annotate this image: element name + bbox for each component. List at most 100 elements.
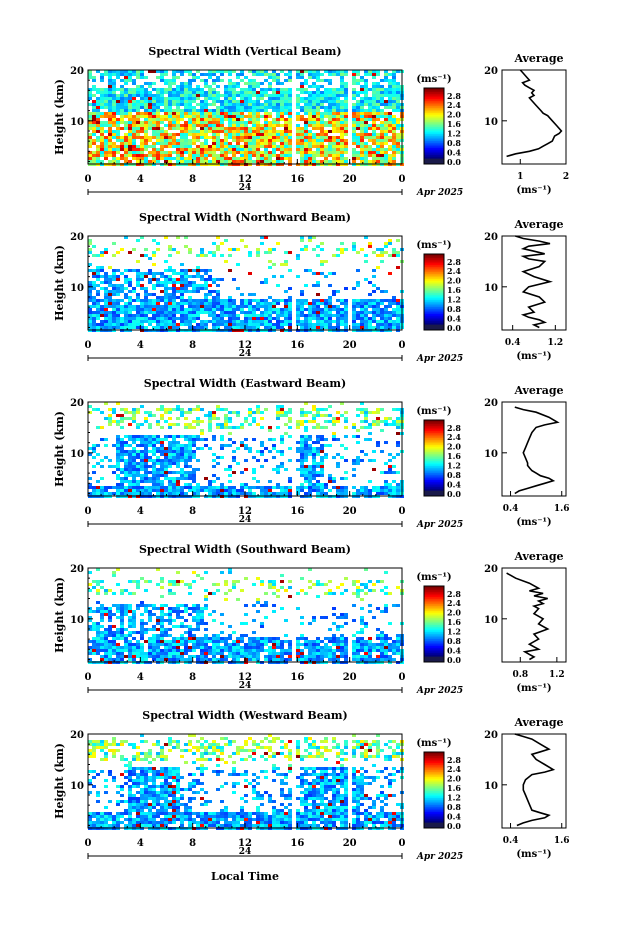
heatmap-cell xyxy=(324,154,328,157)
heatmap-cell xyxy=(196,94,200,97)
heatmap-cell xyxy=(168,266,172,269)
heatmap-cell xyxy=(392,323,396,326)
heatmap-cell xyxy=(128,649,132,652)
heatmap-cell xyxy=(300,127,304,130)
heatmap-cell xyxy=(172,453,176,456)
heatmap-cell xyxy=(100,299,104,302)
heatmap-cell xyxy=(96,139,100,142)
heatmap-cell xyxy=(232,311,236,314)
heatmap-cell xyxy=(264,326,268,329)
heatmap-cell xyxy=(396,408,400,411)
heatmap-cell xyxy=(132,417,136,420)
heatmap-cell xyxy=(256,323,260,326)
heatmap-cell xyxy=(204,311,208,314)
heatmap-cell xyxy=(112,94,116,97)
heatmap-cell xyxy=(360,88,364,91)
heatmap-cell xyxy=(304,248,308,251)
heatmap-cell xyxy=(132,142,136,145)
heatmap-cell xyxy=(160,450,164,453)
heatmap-cell xyxy=(192,420,196,423)
heatmap-cell xyxy=(268,139,272,142)
heatmap-cell xyxy=(104,136,108,139)
heatmap-cell xyxy=(120,589,124,592)
heatmap-cell xyxy=(188,317,192,320)
heatmap-cell xyxy=(368,70,372,73)
heatmap-cell xyxy=(96,293,100,296)
heatmap-cell xyxy=(164,118,168,121)
heatmap-cell xyxy=(160,118,164,121)
heatmap-cell xyxy=(272,139,276,142)
heatmap-cell xyxy=(92,622,96,625)
heatmap-cell xyxy=(192,97,196,100)
heatmap-cell xyxy=(96,284,100,287)
heatmap-cell xyxy=(368,97,372,100)
heatmap-cell xyxy=(140,154,144,157)
heatmap-cell xyxy=(344,82,348,85)
colorbar-segment xyxy=(424,432,444,435)
heatmap-cell xyxy=(216,408,220,411)
heatmap-cell xyxy=(316,118,320,121)
heatmap-cell xyxy=(104,643,108,646)
heatmap-cell xyxy=(156,459,160,462)
heatmap-cell xyxy=(144,320,148,323)
heatmap-cell xyxy=(208,278,212,281)
heatmap-cell xyxy=(264,317,268,320)
heatmap-cell xyxy=(196,115,200,118)
heatmap-cell xyxy=(112,465,116,468)
heatmap-cell xyxy=(320,154,324,157)
heatmap-cell xyxy=(388,239,392,242)
heatmap-cell xyxy=(352,245,356,248)
heatmap-cell xyxy=(336,311,340,314)
heatmap-cell xyxy=(324,136,328,139)
heatmap-cell xyxy=(220,79,224,82)
heatmap-cell xyxy=(244,302,248,305)
heatmap-cell xyxy=(128,88,132,91)
heatmap-cell xyxy=(336,142,340,145)
heatmap-cell xyxy=(324,275,328,278)
heatmap-cell xyxy=(268,251,272,254)
heatmap-cell xyxy=(116,88,120,91)
heatmap-cell xyxy=(88,649,92,652)
colorbar-segment xyxy=(424,255,444,259)
heatmap-cell xyxy=(160,405,164,408)
heatmap-cell xyxy=(324,260,328,263)
heatmap-cell xyxy=(336,320,340,323)
heatmap-cell xyxy=(244,486,248,489)
heatmap-cell xyxy=(316,326,320,329)
heatmap-cell xyxy=(312,145,316,148)
heatmap-cell xyxy=(236,100,240,103)
heatmap-cell xyxy=(392,73,396,76)
heatmap-cell xyxy=(152,94,156,97)
heatmap-cell xyxy=(332,423,336,426)
heatmap-cell xyxy=(364,91,368,94)
heatmap-cell xyxy=(376,486,380,489)
heatmap-cell xyxy=(240,118,244,121)
heatmap-cell xyxy=(108,619,112,622)
heatmap-cell xyxy=(108,124,112,127)
heatmap-cell xyxy=(324,408,328,411)
heatmap-cell xyxy=(380,157,384,160)
heatmap-cell xyxy=(308,465,312,468)
heatmap-east xyxy=(88,402,404,498)
heatmap-cell xyxy=(316,142,320,145)
heatmap-cell xyxy=(108,136,112,139)
heatmap-cell xyxy=(176,115,180,118)
heatmap-cell xyxy=(164,474,168,477)
heatmap-cell xyxy=(284,489,288,492)
heatmap-cell xyxy=(184,100,188,103)
heatmap-cell xyxy=(180,127,184,130)
heatmap-cell xyxy=(376,423,380,426)
heatmap-cell xyxy=(356,284,360,287)
heatmap-cell xyxy=(96,154,100,157)
heatmap-cell xyxy=(88,610,92,613)
heatmap-cell xyxy=(380,154,384,157)
heatmap-cell xyxy=(280,263,284,266)
heatmap-cell xyxy=(176,459,180,462)
heatmap-cell xyxy=(128,610,132,613)
colorbar-segment xyxy=(424,448,444,451)
heatmap-cell xyxy=(176,480,180,483)
heatmap-cell xyxy=(100,489,104,492)
heatmap-cell xyxy=(168,100,172,103)
heatmap-cell xyxy=(156,118,160,121)
heatmap-cell xyxy=(200,308,204,311)
